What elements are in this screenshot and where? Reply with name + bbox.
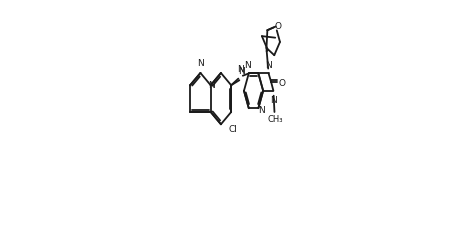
Text: N: N bbox=[238, 66, 245, 75]
Text: Cl: Cl bbox=[229, 125, 238, 134]
Text: N: N bbox=[197, 59, 204, 68]
Text: N: N bbox=[245, 61, 251, 70]
Text: N: N bbox=[258, 106, 265, 115]
Text: O: O bbox=[278, 78, 285, 87]
Text: N: N bbox=[270, 96, 277, 105]
Text: N: N bbox=[237, 64, 244, 73]
Text: N: N bbox=[265, 61, 272, 70]
Text: CH₃: CH₃ bbox=[267, 115, 283, 124]
Text: N: N bbox=[208, 80, 215, 89]
Text: O: O bbox=[275, 22, 282, 31]
